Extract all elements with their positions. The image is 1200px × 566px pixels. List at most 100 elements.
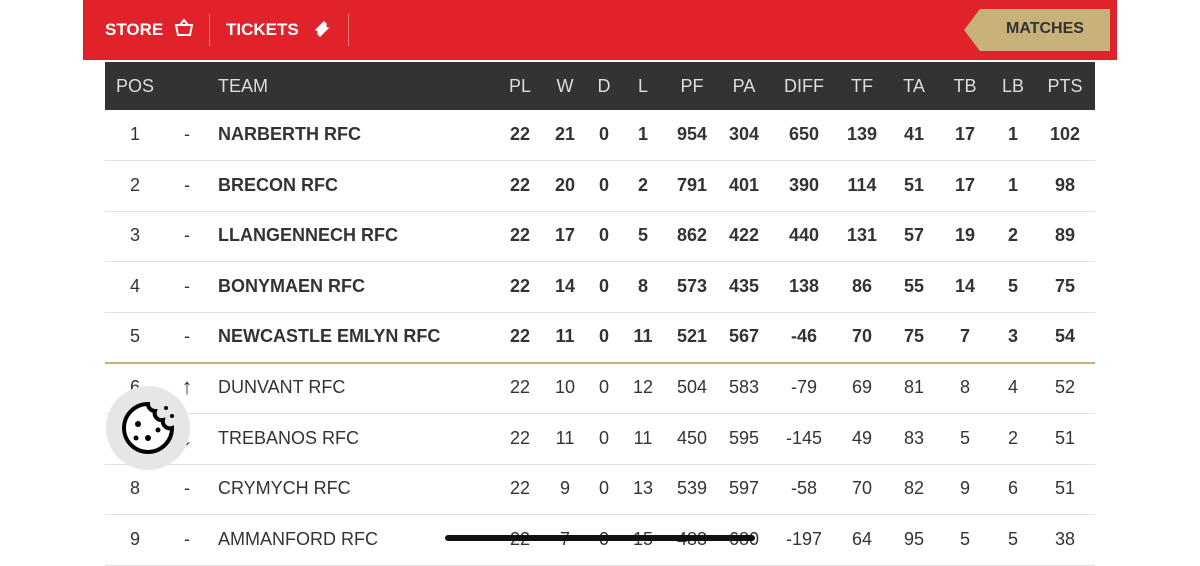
table-cell: 19 [954, 225, 976, 246]
tickets-link[interactable]: TICKETS [226, 20, 299, 39]
column-header: PA [732, 76, 756, 96]
table-cell: NARBERTH RFC [218, 124, 361, 144]
table-cell: 583 [728, 377, 760, 397]
table-cell: 21 [554, 124, 576, 144]
table-cell: NEWCASTLE EMLYN RFC [218, 326, 441, 347]
table-cell: 22 [509, 174, 531, 195]
table-cell: 86 [851, 275, 873, 296]
table-cell: 64 [851, 528, 873, 549]
table-cell: - [184, 124, 190, 144]
table-cell: 5 [959, 528, 971, 549]
table-cell: 22 [509, 478, 531, 499]
row-divider [105, 463, 1095, 465]
table-cell: 521 [676, 326, 708, 347]
table-cell: 504 [676, 377, 708, 397]
table-cell: 38 [1054, 528, 1076, 549]
table-cell: 57 [903, 225, 925, 246]
table-cell: 595 [728, 427, 760, 448]
table-cell: - [184, 275, 190, 296]
column-header: D [597, 76, 611, 96]
table-cell: 0 [598, 326, 610, 347]
column-header: POS [115, 76, 155, 96]
table-cell: - [184, 225, 190, 246]
table-cell: 1 [1007, 124, 1019, 144]
table-cell: DUNVANT RFC [218, 377, 346, 397]
table-cell: 11 [555, 326, 575, 347]
table-cell: 2 [129, 174, 141, 195]
table-cell: 1 [1007, 174, 1019, 195]
table-cell: BONYMAEN RFC [218, 275, 365, 296]
table-cell: 17 [954, 124, 976, 144]
column-header: LB [1001, 76, 1025, 96]
table-cell: 10 [554, 377, 576, 397]
table-cell: 41 [903, 124, 925, 144]
table-cell: 51 [1054, 427, 1076, 448]
row-divider [105, 210, 1095, 212]
table-cell: 304 [728, 124, 760, 144]
table-cell: 0 [598, 427, 610, 448]
column-header: TA [903, 76, 925, 96]
row-divider [105, 261, 1095, 263]
table-cell: 2 [1007, 427, 1019, 448]
table-cell: 14 [554, 275, 576, 296]
table-cell: 862 [676, 225, 708, 246]
table-cell: 12 [632, 377, 654, 397]
table-cell: 1 [129, 124, 141, 144]
table-cell: 450 [676, 427, 708, 448]
table-cell: 9 [129, 528, 141, 549]
table-cell: 4 [129, 275, 141, 296]
table-cell: 54 [1054, 326, 1076, 347]
table-cell: 9 [959, 478, 971, 499]
table-cell: -46 [790, 326, 818, 347]
table-cell: 0 [598, 124, 610, 144]
table-cell: 75 [903, 326, 925, 347]
table-cell: 2 [1007, 225, 1019, 246]
table-cell: 8 [959, 377, 971, 397]
cookie-button[interactable] [104, 384, 194, 474]
table-cell: - [184, 326, 190, 347]
table-cell: 390 [788, 174, 820, 195]
table-cell: 49 [851, 427, 873, 448]
table-cell: 0 [598, 478, 610, 499]
home-indicator [445, 535, 755, 541]
table-cell: 98 [1054, 174, 1076, 195]
table-cell: 69 [851, 377, 873, 397]
table-cell: 20 [554, 174, 576, 195]
table-cell: 2 [637, 174, 649, 195]
table-cell: 70 [851, 478, 873, 499]
column-header: L [637, 76, 649, 96]
table-cell: 51 [1054, 478, 1076, 499]
table-cell: 0 [598, 174, 610, 195]
table-cell: 567 [728, 326, 760, 347]
row-divider [105, 311, 1095, 313]
table-cell: 81 [903, 377, 925, 397]
table-cell: 5 [1007, 275, 1019, 296]
column-header: TF [851, 76, 873, 96]
table-cell: 435 [728, 275, 760, 296]
table-cell: 1 [637, 124, 649, 144]
table-cell: 11 [633, 427, 653, 448]
column-header: PF [680, 76, 704, 96]
table-cell: 22 [509, 124, 531, 144]
table-cell: -145 [785, 427, 823, 448]
store-link[interactable]: STORE [105, 20, 164, 39]
table-cell: 573 [676, 275, 708, 296]
table-cell: 114 [847, 174, 877, 195]
promotion-line [105, 362, 1095, 365]
basket-icon [174, 18, 194, 36]
table-cell: 139 [846, 124, 878, 144]
table-cell: 6 [1007, 478, 1019, 499]
table-cell: 51 [903, 174, 925, 195]
table-cell: 13 [632, 478, 654, 499]
ticket-icon [314, 21, 330, 37]
table-cell: ↑ [181, 374, 193, 399]
table-cell: AMMANFORD RFC [218, 528, 378, 549]
table-cell: 422 [728, 225, 760, 246]
matches-button[interactable]: MATCHES [1006, 20, 1084, 37]
table-cell: 17 [954, 174, 976, 195]
table-cell: 597 [728, 478, 760, 499]
table-cell: 70 [851, 326, 873, 347]
table-cell: 4 [1007, 377, 1019, 397]
table-cell: 8 [129, 478, 141, 499]
table-cell: 5 [1007, 528, 1019, 549]
